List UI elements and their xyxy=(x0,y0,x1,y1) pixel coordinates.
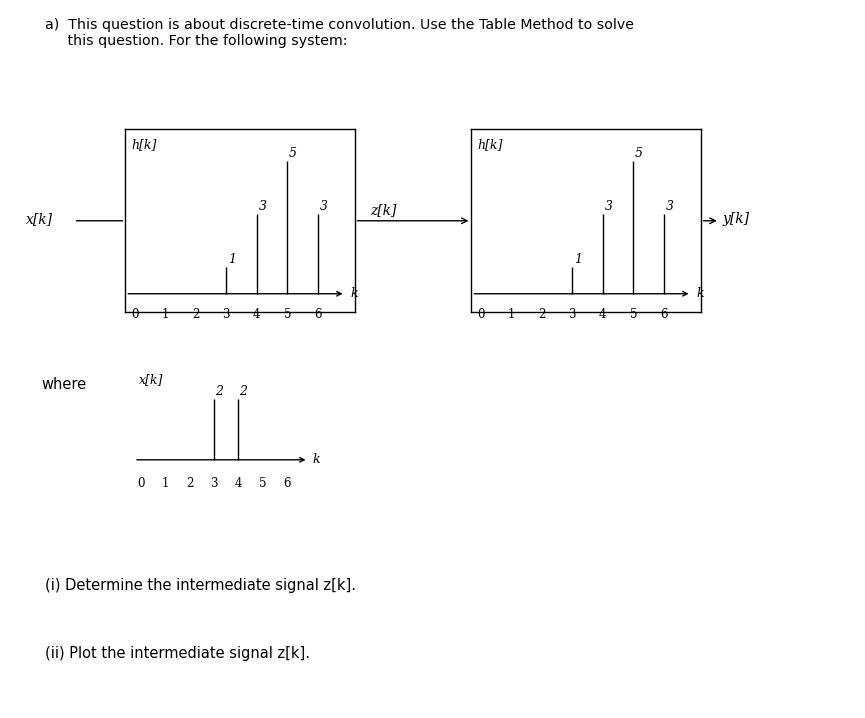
Text: 6: 6 xyxy=(314,308,322,322)
Text: 3: 3 xyxy=(259,200,266,213)
Text: 3: 3 xyxy=(665,200,674,213)
Text: x[k]: x[k] xyxy=(139,373,163,386)
Text: k: k xyxy=(312,453,320,466)
Text: 2: 2 xyxy=(192,308,200,322)
Text: 2: 2 xyxy=(186,477,194,490)
Text: a)  This question is about discrete-time convolution. Use the Table Method to so: a) This question is about discrete-time … xyxy=(45,18,634,32)
Text: 6: 6 xyxy=(283,477,291,490)
Text: 6: 6 xyxy=(660,308,668,322)
Text: 1: 1 xyxy=(227,253,236,266)
Text: 5: 5 xyxy=(635,146,643,160)
Text: (ii) Plot the intermediate signal z[k].: (ii) Plot the intermediate signal z[k]. xyxy=(45,646,310,661)
Text: 1: 1 xyxy=(162,308,169,322)
Text: (i) Determine the intermediate signal z[k].: (i) Determine the intermediate signal z[… xyxy=(45,578,356,593)
Text: h[k]: h[k] xyxy=(131,139,157,151)
Text: y[k]: y[k] xyxy=(722,213,749,226)
Text: 5: 5 xyxy=(630,308,638,322)
Text: k: k xyxy=(696,287,704,300)
Text: 5: 5 xyxy=(284,308,292,322)
Text: 0: 0 xyxy=(138,477,145,490)
Text: 3: 3 xyxy=(210,477,218,490)
Text: 1: 1 xyxy=(508,308,515,322)
Text: 3: 3 xyxy=(222,308,230,322)
Text: 3: 3 xyxy=(605,200,612,213)
Text: x[k]: x[k] xyxy=(26,213,53,226)
Text: 3: 3 xyxy=(568,308,576,322)
Text: 2: 2 xyxy=(538,308,546,322)
Text: 2: 2 xyxy=(240,385,247,398)
Text: 1: 1 xyxy=(162,477,170,490)
Text: z[k]: z[k] xyxy=(370,203,396,217)
Text: 5: 5 xyxy=(289,146,297,160)
Text: 0: 0 xyxy=(131,308,138,322)
Text: k: k xyxy=(350,287,358,300)
Text: 5: 5 xyxy=(259,477,266,490)
Text: 0: 0 xyxy=(477,308,484,322)
Text: 2: 2 xyxy=(215,385,223,398)
Text: 1: 1 xyxy=(573,253,582,266)
Text: 4: 4 xyxy=(253,308,260,322)
Text: where: where xyxy=(42,377,86,392)
Text: 3: 3 xyxy=(319,200,328,213)
Text: 4: 4 xyxy=(599,308,606,322)
Text: h[k]: h[k] xyxy=(477,139,503,151)
Text: 4: 4 xyxy=(234,477,242,490)
Text: this question. For the following system:: this question. For the following system: xyxy=(45,34,348,47)
